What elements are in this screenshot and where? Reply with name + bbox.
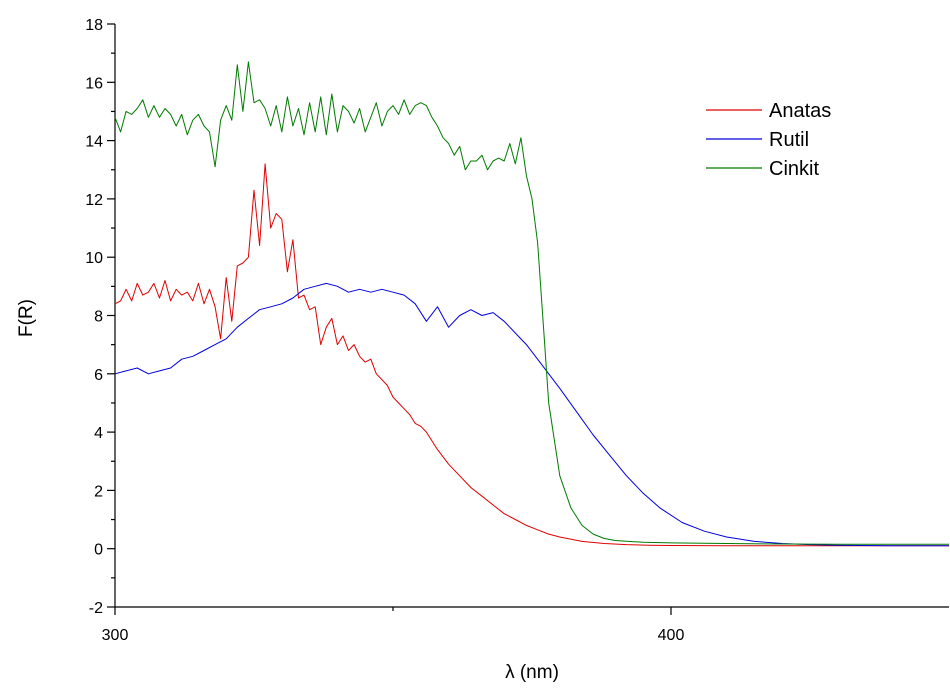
y-tick-label: 12 [85,192,103,209]
series-line-rutil [114,282,949,547]
y-tick-label: 10 [85,250,103,267]
legend-label-anatas: Anatas [769,100,831,122]
legend: Anatas Rutil Cinkit [706,100,831,180]
series-line-anatas [114,163,949,547]
y-tick-label: -2 [89,600,103,617]
series-line-cinkit [114,61,949,545]
legend-label-cinkit: Cinkit [769,158,819,180]
legend-label-rutil: Rutil [769,129,809,151]
y-tick-label: 18 [85,17,103,34]
x-tick-label: 400 [658,627,685,644]
axes: -2 0 2 4 6 8 10 12 14 16 18 300 400 [85,17,949,644]
x-axis-label: λ (nm) [505,662,559,683]
y-tick-label: 16 [85,75,103,92]
y-tick-label: 14 [85,134,103,151]
y-tick-label: 8 [94,309,103,326]
y-tick-label: 4 [94,425,103,442]
y-axis-label: F(R) [16,299,37,337]
y-tick-label: 2 [94,483,103,500]
y-tick-label: 0 [94,542,103,559]
plot-area [114,61,949,547]
y-tick-label: 6 [94,367,103,384]
x-tick-label: 300 [102,627,129,644]
